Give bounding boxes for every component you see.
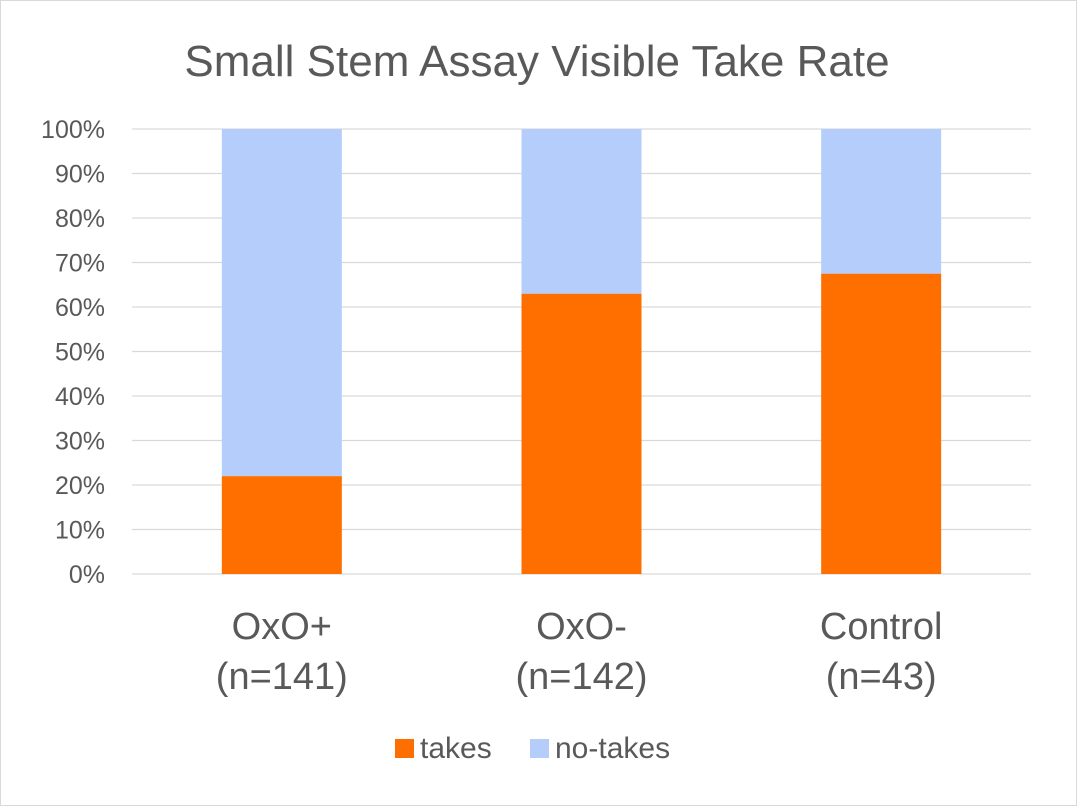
chart-title: Small Stem Assay Visible Take Rate	[184, 37, 889, 86]
y-axis-tick-labels: 0% 10% 20% 30% 40% 50% 60% 70% 80% 90% 100%	[41, 116, 105, 589]
legend-label-no-takes: no-takes	[555, 732, 670, 765]
y-tick-label: 90%	[55, 161, 105, 189]
x-tick-label: OxO+	[232, 606, 332, 648]
y-tick-label: 80%	[55, 205, 105, 233]
x-tick-label: Control	[820, 606, 943, 648]
y-tick-label: 30%	[55, 428, 105, 456]
bar-segment-takes	[221, 476, 342, 574]
bars	[221, 129, 942, 574]
bar-segment-takes	[521, 293, 642, 574]
x-tick-label: (n=141)	[216, 656, 348, 698]
bar-segment-no-takes	[221, 129, 342, 477]
y-tick-label: 70%	[55, 250, 105, 278]
x-tick-label: (n=142)	[515, 656, 647, 698]
legend-swatch-no-takes	[530, 739, 549, 758]
legend: takes no-takes	[395, 732, 670, 765]
y-tick-label: 20%	[55, 472, 105, 500]
y-tick-label: 50%	[55, 339, 105, 367]
legend-label-takes: takes	[420, 732, 492, 765]
legend-swatch-takes	[395, 739, 414, 758]
y-tick-label: 0%	[69, 561, 105, 589]
y-tick-label: 40%	[55, 383, 105, 411]
y-tick-label: 60%	[55, 294, 105, 322]
x-tick-label: (n=43)	[826, 656, 937, 698]
bar-segment-no-takes	[821, 129, 942, 274]
bar-segment-takes	[821, 273, 942, 574]
x-axis-category-labels: OxO+ (n=141) OxO- (n=142) Control (n=43)	[216, 606, 943, 698]
x-tick-label: OxO-	[536, 606, 627, 648]
y-tick-label: 10%	[55, 517, 105, 545]
bar-segment-no-takes	[521, 129, 642, 294]
y-tick-label: 100%	[41, 116, 105, 144]
